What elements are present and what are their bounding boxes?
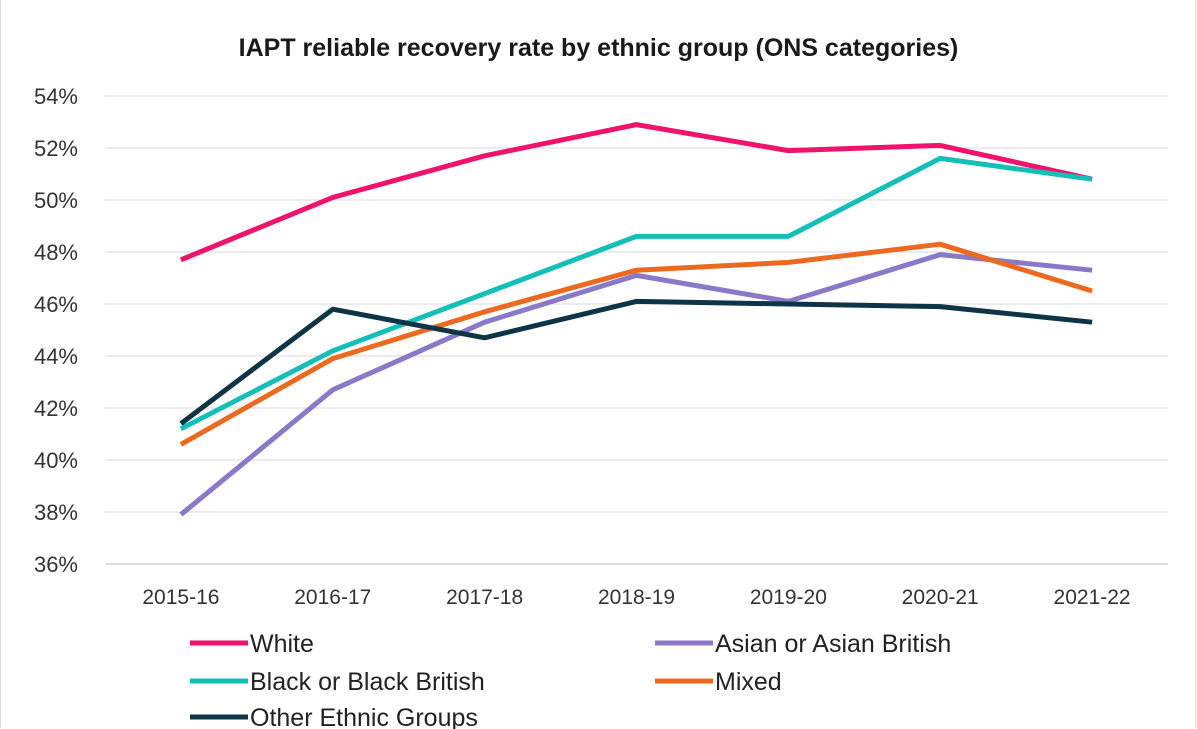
legend-label-mixed: Mixed xyxy=(715,668,782,696)
y-tick-label: 46% xyxy=(34,292,78,317)
chart-title: IAPT reliable recovery rate by ethnic gr… xyxy=(238,34,959,62)
x-tick-label: 2016-17 xyxy=(294,586,371,609)
x-tick-label: 2021-22 xyxy=(1054,586,1131,609)
y-tick-label: 52% xyxy=(34,136,78,161)
legend-label-asian-or-asian-british: Asian or Asian British xyxy=(715,630,951,658)
y-tick-label: 50% xyxy=(34,188,78,213)
legend-label-black-or-black-british: Black or Black British xyxy=(250,668,485,696)
series-line-other-ethnic-groups xyxy=(179,298,1093,426)
series-line-white xyxy=(179,122,1093,263)
legend-label-other-ethnic-groups: Other Ethnic Groups xyxy=(250,704,478,729)
y-tick-label: 44% xyxy=(34,344,78,369)
y-tick-label: 54% xyxy=(34,84,78,109)
y-tick-label: 48% xyxy=(34,240,78,265)
series-line-asian-or-asian-british xyxy=(179,252,1093,517)
legend-label-white: White xyxy=(250,630,314,658)
series-line-black-or-black-british xyxy=(179,155,1093,432)
y-tick-label: 40% xyxy=(34,448,78,473)
y-tick-label: 36% xyxy=(34,552,78,577)
x-tick-label: 2019-20 xyxy=(750,586,827,609)
x-tick-label: 2017-18 xyxy=(446,586,523,609)
y-tick-label: 42% xyxy=(34,396,78,421)
series-line-mixed xyxy=(179,241,1093,447)
x-tick-label: 2020-21 xyxy=(902,586,979,609)
y-tick-label: 38% xyxy=(34,500,78,525)
x-tick-label: 2015-16 xyxy=(142,586,219,609)
x-tick-label: 2018-19 xyxy=(598,586,675,609)
